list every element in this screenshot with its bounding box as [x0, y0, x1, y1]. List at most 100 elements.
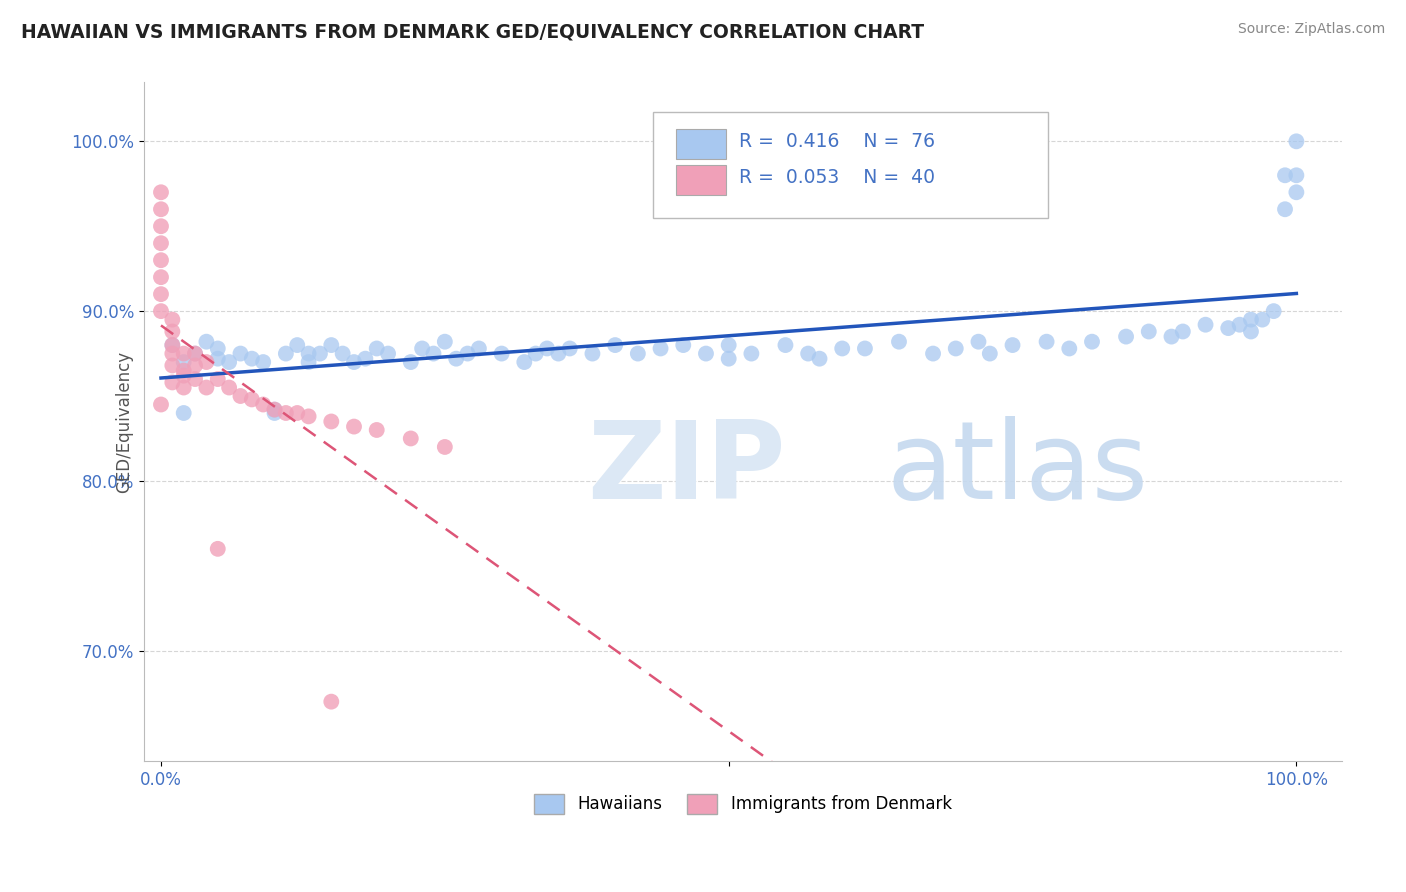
Point — [263, 402, 285, 417]
Point — [853, 342, 876, 356]
Text: Source: ZipAtlas.com: Source: ZipAtlas.com — [1237, 22, 1385, 37]
Point — [150, 287, 173, 301]
Point — [581, 346, 603, 360]
Point — [558, 342, 581, 356]
Point — [285, 338, 308, 352]
Point — [321, 695, 343, 709]
Point — [252, 355, 274, 369]
Point — [285, 406, 308, 420]
Point — [1285, 169, 1308, 183]
Point — [252, 397, 274, 411]
Point — [173, 380, 195, 394]
Text: atlas: atlas — [887, 416, 1149, 522]
Point — [343, 419, 366, 434]
Point — [274, 406, 297, 420]
Point — [150, 236, 173, 251]
Point — [1240, 312, 1263, 326]
Point — [1240, 325, 1263, 339]
Point — [433, 440, 456, 454]
Point — [887, 334, 910, 349]
Point — [184, 346, 207, 360]
Point — [536, 342, 558, 356]
Point — [274, 346, 297, 360]
Point — [150, 253, 173, 268]
Text: R =  0.053    N =  40: R = 0.053 N = 40 — [740, 169, 935, 187]
Point — [775, 338, 797, 352]
Point — [627, 346, 650, 360]
Point — [457, 346, 479, 360]
Point — [207, 372, 229, 386]
Point — [343, 355, 366, 369]
FancyBboxPatch shape — [652, 112, 1049, 218]
Point — [1115, 329, 1137, 343]
Point — [979, 346, 1001, 360]
Point — [162, 346, 184, 360]
Point — [1035, 334, 1057, 349]
Point — [162, 325, 184, 339]
Text: R =  0.416    N =  76: R = 0.416 N = 76 — [740, 132, 935, 151]
Point — [1137, 325, 1160, 339]
FancyBboxPatch shape — [676, 165, 725, 194]
Point — [717, 351, 740, 366]
Point — [605, 338, 627, 352]
Point — [150, 304, 173, 318]
Point — [173, 363, 195, 377]
Point — [1285, 134, 1308, 148]
Point — [229, 346, 252, 360]
Point — [321, 415, 343, 429]
Point — [399, 355, 422, 369]
Point — [162, 312, 184, 326]
Point — [207, 342, 229, 356]
Point — [1081, 334, 1104, 349]
Point — [263, 402, 285, 417]
Point — [240, 351, 263, 366]
Point — [1251, 312, 1274, 326]
Point — [411, 342, 433, 356]
Point — [1274, 202, 1296, 217]
Point — [297, 355, 319, 369]
Point — [354, 351, 377, 366]
Point — [1285, 186, 1308, 200]
Point — [650, 342, 672, 356]
Point — [297, 346, 319, 360]
Point — [377, 346, 399, 360]
Point — [1171, 325, 1194, 339]
Point — [332, 346, 354, 360]
Legend: Hawaiians, Immigrants from Denmark: Hawaiians, Immigrants from Denmark — [534, 794, 952, 814]
Point — [366, 342, 388, 356]
Point — [184, 372, 207, 386]
Point — [150, 397, 173, 411]
Point — [945, 342, 967, 356]
Point — [1194, 318, 1216, 332]
Point — [173, 406, 195, 420]
Point — [695, 346, 717, 360]
Point — [150, 219, 173, 234]
Point — [309, 346, 332, 360]
Point — [218, 355, 240, 369]
Point — [321, 338, 343, 352]
Point — [672, 338, 695, 352]
Point — [263, 406, 285, 420]
Point — [162, 338, 184, 352]
Point — [1263, 304, 1285, 318]
Point — [808, 351, 831, 366]
Point — [173, 368, 195, 383]
Point — [1274, 169, 1296, 183]
Point — [162, 338, 184, 352]
Point — [150, 270, 173, 285]
Point — [524, 346, 547, 360]
Point — [422, 346, 444, 360]
Point — [831, 342, 853, 356]
Point — [173, 355, 195, 369]
Point — [297, 409, 319, 424]
Point — [1001, 338, 1024, 352]
Point — [150, 202, 173, 217]
Y-axis label: GED/Equivalency: GED/Equivalency — [115, 351, 132, 492]
Point — [967, 334, 990, 349]
Point — [162, 376, 184, 390]
Point — [207, 541, 229, 556]
Point — [366, 423, 388, 437]
Point — [184, 359, 207, 373]
Point — [433, 334, 456, 349]
Point — [547, 346, 569, 360]
